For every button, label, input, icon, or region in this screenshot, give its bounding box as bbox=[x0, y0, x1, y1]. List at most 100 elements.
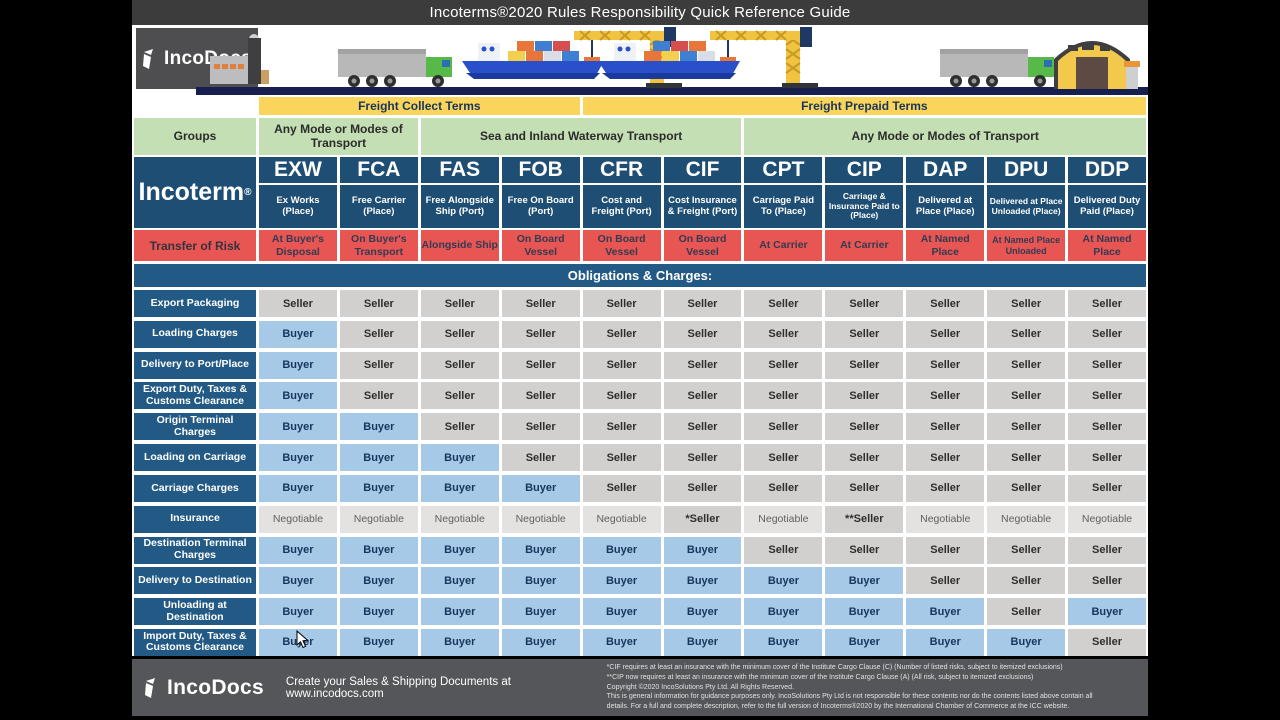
obligations-charges-bar: Obligations & Charges: bbox=[134, 264, 1146, 287]
warehouse-icon bbox=[1054, 41, 1140, 89]
truck-icon bbox=[940, 49, 1054, 87]
cell-ddp: Seller bbox=[1068, 474, 1146, 502]
cell-cpt: Seller bbox=[744, 444, 823, 472]
transfer-of-risk-row: Transfer of Risk At Buyer's Disposal On B… bbox=[134, 230, 1146, 261]
cell-cpt: Seller bbox=[744, 290, 823, 317]
cell-dpu: Seller bbox=[987, 382, 1066, 410]
row-label: Loading Charges bbox=[134, 320, 256, 348]
cell-fas: Seller bbox=[420, 382, 499, 410]
cell-dap: Seller bbox=[906, 536, 985, 564]
row-label: Loading on Carriage bbox=[134, 444, 256, 472]
cell-dpu: Seller bbox=[987, 320, 1066, 348]
cell-fob: Seller bbox=[501, 290, 580, 317]
cell-cip: Seller bbox=[825, 444, 904, 472]
row-label: Destination Terminal Charges bbox=[134, 536, 256, 564]
cell-cip: Seller bbox=[825, 290, 904, 317]
cell-exw: Negotiable bbox=[259, 505, 337, 533]
cell-dap: Seller bbox=[906, 567, 985, 595]
incoterm-code: CIP bbox=[825, 157, 904, 185]
reference-guide-page: Incoterms®2020 Rules Responsibility Quic… bbox=[132, 0, 1148, 720]
cell-exw: Buyer bbox=[259, 474, 337, 502]
table-row: Import Duty, Taxes & Customs Clearance Bu… bbox=[134, 628, 1146, 656]
cell-fob: Negotiable bbox=[501, 505, 580, 533]
incoterm-code: CPT bbox=[744, 157, 823, 185]
factory-icon bbox=[210, 34, 269, 84]
incoterm-label: Incoterm ® bbox=[134, 157, 256, 228]
cell-dap: Seller bbox=[906, 290, 985, 317]
incoterm-name: Delivered at Place Unloaded (Place) bbox=[989, 195, 1063, 216]
row-label: Carriage Charges bbox=[134, 474, 256, 502]
cell-exw: Buyer bbox=[259, 536, 337, 564]
cell-cpt: Buyer bbox=[744, 567, 823, 595]
cell-dap: Buyer bbox=[906, 598, 985, 626]
incoterm-col-dpu: DPU Delivered at Place Unloaded (Place) bbox=[987, 157, 1066, 228]
risk-cip: At Carrier bbox=[825, 230, 904, 261]
cell-ddp: Seller bbox=[1068, 567, 1146, 595]
cell-cip: **Seller bbox=[825, 505, 904, 533]
incoterm-code: FAS bbox=[420, 157, 499, 185]
cell-fas: Seller bbox=[420, 413, 499, 441]
cell-fob: Seller bbox=[501, 382, 580, 410]
cell-fas: Seller bbox=[420, 290, 499, 317]
cell-fca: Buyer bbox=[339, 474, 418, 502]
group-sea-transport: Sea and Inland Waterway Transport bbox=[420, 118, 742, 155]
cell-cif: Seller bbox=[663, 413, 742, 441]
cell-cip: Seller bbox=[825, 351, 904, 379]
truck-icon bbox=[338, 49, 452, 87]
cell-cif: Seller bbox=[663, 351, 742, 379]
cell-dap: Seller bbox=[906, 351, 985, 379]
cell-fob: Buyer bbox=[501, 567, 580, 595]
cell-cfr: Buyer bbox=[582, 536, 661, 564]
cell-cfr: Seller bbox=[582, 413, 661, 441]
cell-fca: Negotiable bbox=[339, 505, 418, 533]
cell-fca: Buyer bbox=[339, 413, 418, 441]
incoterm-code: DDP bbox=[1068, 157, 1146, 185]
incoterm-code: FOB bbox=[501, 157, 580, 185]
fine-print-line: **CIP now requires at least an insurance… bbox=[606, 673, 1034, 681]
cell-dap: Buyer bbox=[906, 628, 985, 656]
registered-mark: ® bbox=[244, 187, 252, 198]
footer-logo-text: IncoDocs bbox=[167, 675, 264, 699]
cell-fas: Buyer bbox=[420, 444, 499, 472]
cell-fob: Seller bbox=[501, 351, 580, 379]
incoterm-name: Free Carrier (Place) bbox=[351, 194, 406, 217]
incoterm-col-cpt: CPT Carriage Paid To (Place) bbox=[744, 157, 823, 228]
cell-fob: Buyer bbox=[501, 536, 580, 564]
cell-cip: Buyer bbox=[825, 567, 904, 595]
table-row: Loading on Carriage Buyer Buyer Buyer Seller… bbox=[134, 444, 1146, 472]
cell-fas: Buyer bbox=[420, 567, 499, 595]
cell-ddp: Seller bbox=[1068, 536, 1146, 564]
freight-collect-band: Freight Collect Terms bbox=[259, 97, 580, 115]
incoterm-code: DAP bbox=[906, 157, 985, 185]
cell-dap: Negotiable bbox=[906, 505, 985, 533]
cell-cif: Seller bbox=[663, 290, 742, 317]
incoterm-col-exw: EXW Ex Works (Place) bbox=[259, 157, 337, 228]
incoterm-name: Free Alongside Ship (Port) bbox=[425, 194, 494, 217]
cell-dap: Seller bbox=[906, 382, 985, 410]
incoterm-col-dap: DAP Delivered at Place (Place) bbox=[906, 157, 985, 228]
cell-fca: Buyer bbox=[339, 536, 418, 564]
cell-fca: Buyer bbox=[339, 567, 418, 595]
incoterm-col-fob: FOB Free On Board (Port) bbox=[501, 157, 580, 228]
row-label: Delivery to Destination bbox=[134, 567, 256, 595]
incoterm-name: Cost and Freight (Port) bbox=[591, 194, 652, 217]
cell-fas: Buyer bbox=[420, 474, 499, 502]
cell-fca: Seller bbox=[339, 382, 418, 410]
incodocs-logo-icon bbox=[145, 677, 155, 698]
table-row: Loading Charges Buyer Seller Seller Seller Se… bbox=[134, 320, 1146, 348]
cell-cif: *Seller bbox=[663, 505, 742, 533]
cell-cpt: Buyer bbox=[744, 628, 823, 656]
incoterm-col-fas: FAS Free Alongside Ship (Port) bbox=[420, 157, 499, 228]
cell-dap: Seller bbox=[906, 474, 985, 502]
table-row: Insurance Negotiable Negotiable Negotiable N… bbox=[134, 505, 1146, 533]
road-graphic bbox=[196, 87, 1148, 95]
cell-exw: Buyer bbox=[259, 444, 337, 472]
cell-dpu: Seller bbox=[987, 413, 1066, 441]
risk-dap: At Named Place bbox=[906, 230, 985, 261]
footer-tagline: Create your Sales & Shipping Documents a… bbox=[285, 675, 511, 700]
cell-fob: Seller bbox=[501, 444, 580, 472]
row-label: Delivery to Port/Place bbox=[134, 351, 256, 379]
table-row: Origin Terminal Charges Buyer Buyer Seller S… bbox=[134, 413, 1146, 441]
cell-dpu: Seller bbox=[987, 567, 1066, 595]
risk-exw: At Buyer's Disposal bbox=[259, 230, 337, 261]
